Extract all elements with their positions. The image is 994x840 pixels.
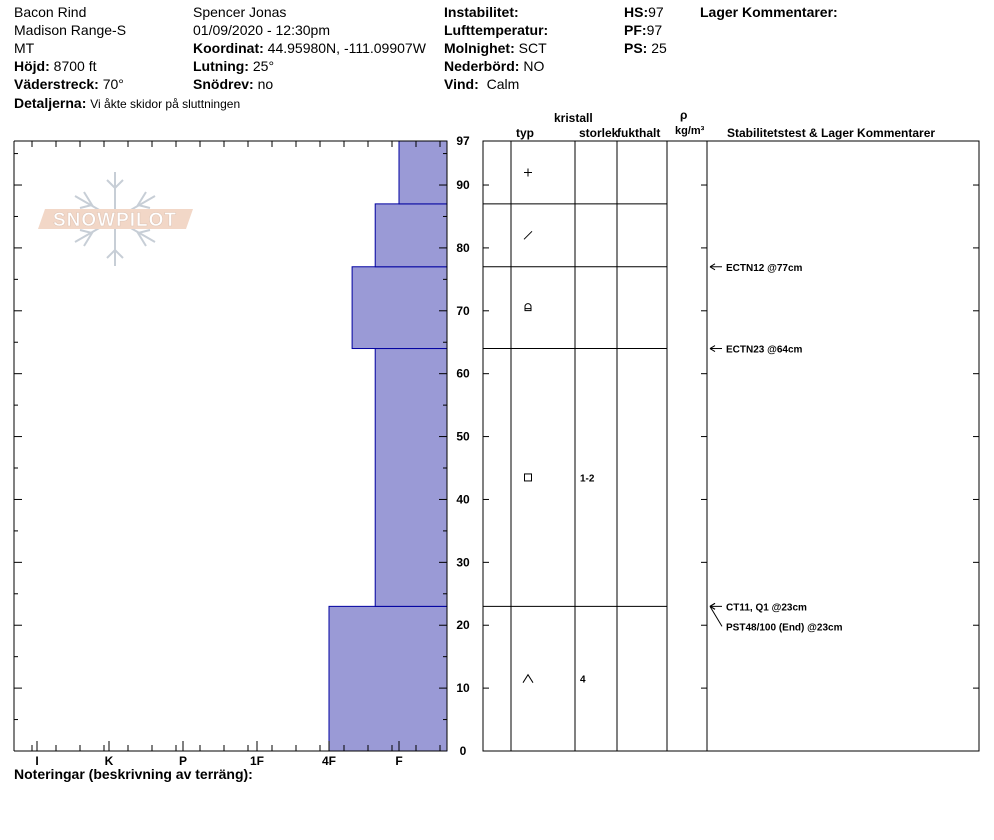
stability-header: Stabilitetstest & Lager Kommentarer xyxy=(727,126,936,140)
details-value: Vi åkte skidor på sluttningen xyxy=(90,97,241,111)
instability-label: Instabilitet: xyxy=(444,4,519,20)
y-tick-label: 70 xyxy=(456,304,470,318)
test-arrowhead xyxy=(709,602,716,610)
details-label: Detaljerna: xyxy=(14,95,87,111)
x-tick-label: I xyxy=(35,754,38,768)
clouds-value: SCT xyxy=(518,40,547,56)
test-arrowhead xyxy=(709,345,716,352)
y-tick-label: 50 xyxy=(456,430,470,444)
y-tick-label: 0 xyxy=(460,744,467,758)
slope-value: 25° xyxy=(252,58,275,74)
wind-value: Calm xyxy=(486,76,520,92)
precip-label: Nederbörd: xyxy=(444,58,520,74)
hs-label: HS: xyxy=(624,4,649,20)
stability-test-label: PST48/100 (End) @23cm xyxy=(726,622,843,633)
x-tick-label: 1F xyxy=(250,754,264,768)
moisture-header: fukthalt xyxy=(617,126,661,140)
y-tick-label: 40 xyxy=(456,492,470,506)
size-header: storlek xyxy=(579,126,619,140)
x-tick-label: F xyxy=(395,754,402,768)
pf-label: PF: xyxy=(624,22,647,38)
density-unit-header: kg/m³ xyxy=(675,125,705,137)
pf-row: PF:97 xyxy=(624,22,662,38)
y-tick-label: 97 xyxy=(456,134,470,148)
elevation-value: 8700 ft xyxy=(53,58,97,74)
ps-value: 25 xyxy=(651,40,667,56)
grain-plus-icon xyxy=(524,168,532,177)
clouds-label: Molnighet: xyxy=(444,40,515,56)
hardness-bar-3 xyxy=(374,203,448,268)
aspect-row: Väderstreck: 70° xyxy=(14,76,124,92)
snowdrift-value: no xyxy=(257,76,274,92)
hardness-bar-1 xyxy=(374,348,448,607)
precip-value: NO xyxy=(523,58,545,74)
x-tick-label: 4F xyxy=(322,754,336,768)
test-arrowhead xyxy=(709,263,716,271)
y-tick-label: 10 xyxy=(456,681,470,695)
ps-label: PS: xyxy=(624,40,648,56)
datetime: 01/09/2020 - 12:30pm xyxy=(193,22,330,38)
elevation-label: Höjd: xyxy=(14,58,50,74)
grain-caret-icon xyxy=(522,673,534,683)
x-tick-label: K xyxy=(105,754,114,768)
state: MT xyxy=(14,40,35,56)
logo-text: SNOWPILOT xyxy=(53,210,177,231)
clouds-row: Molnighet: SCT xyxy=(444,40,547,56)
precip-row: Nederbörd: NO xyxy=(444,58,544,74)
y-tick-label: 90 xyxy=(456,178,470,192)
details-row: Detaljerna: Vi åkte skidor på sluttninge… xyxy=(14,95,240,112)
grain-slash-icon xyxy=(523,230,533,240)
crystal-header: kristall xyxy=(554,111,593,125)
snowdrift-label: Snödrev: xyxy=(193,76,254,92)
y-tick-label: 20 xyxy=(456,618,470,632)
hs-row: HS:97 xyxy=(624,4,664,20)
elevation-row: Höjd: 8700 ft xyxy=(14,58,96,74)
ps-row: PS: 25 xyxy=(624,40,667,56)
layer-comments-label: Lager Kommentarer: xyxy=(700,4,838,20)
hs-value: 97 xyxy=(648,4,664,20)
stability-test-label: ECTN12 @77cm xyxy=(726,263,803,274)
pf-value: 97 xyxy=(646,22,663,38)
type-header: typ xyxy=(516,126,534,140)
coord-label: Koordinat: xyxy=(193,40,264,56)
slope-row: Lutning: 25° xyxy=(193,58,274,74)
stability-test-label: ECTN23 @64cm xyxy=(726,345,803,356)
slope-label: Lutning: xyxy=(193,58,249,74)
observer: Spencer Jonas xyxy=(193,4,287,20)
rho-header: ρ xyxy=(680,108,688,122)
grain-square-icon xyxy=(524,473,532,482)
coord-row: Koordinat: 44.95980N, -111.09907W xyxy=(193,40,426,56)
snowpilot-logo: SNOWPILOT xyxy=(38,172,193,266)
hardness-bar-4 xyxy=(398,140,448,205)
range: Madison Range-S xyxy=(14,22,127,38)
x-tick-label: P xyxy=(179,754,187,768)
test-arrow-line xyxy=(709,606,723,627)
notes-label: Noteringar (beskrivning av terräng): xyxy=(14,766,253,782)
aspect-label: Väderstreck: xyxy=(14,76,99,92)
grain-rounded-faceted-icon xyxy=(524,303,532,312)
location: Bacon Rind xyxy=(14,4,87,20)
grain-size-label: 1-2 xyxy=(580,473,595,484)
snowdrift-row: Snödrev: no xyxy=(193,76,273,92)
aspect-value: 70° xyxy=(102,76,124,92)
y-tick-label: 60 xyxy=(456,367,470,381)
wind-label: Vind: xyxy=(444,76,479,92)
coord-value: 44.95980N, -111.09907W xyxy=(267,40,426,56)
hardness-bar-0 xyxy=(328,605,448,752)
stability-test-label: CT11, Q1 @23cm xyxy=(726,602,807,613)
airtemp-label: Lufttemperatur: xyxy=(444,22,549,38)
grain-size-label: 4 xyxy=(580,675,586,686)
hardness-bar-2 xyxy=(351,266,448,350)
layer-table-frame xyxy=(482,140,980,752)
wind-row: Vind: Calm xyxy=(444,76,519,92)
y-tick-label: 80 xyxy=(456,241,470,255)
y-tick-label: 30 xyxy=(456,555,470,569)
